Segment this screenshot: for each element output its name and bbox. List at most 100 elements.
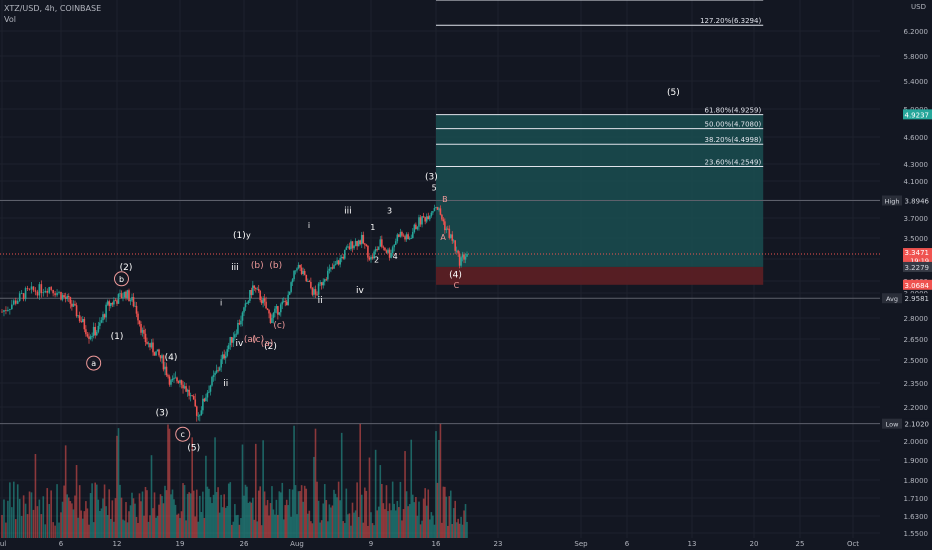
candle-body-60 bbox=[106, 301, 109, 305]
candle-body-119 bbox=[195, 406, 198, 416]
y-tick-label-18: 4.3000 bbox=[904, 161, 929, 169]
volume-bar-173 bbox=[277, 514, 279, 538]
candle-body-154 bbox=[249, 289, 251, 301]
candle-body-136 bbox=[221, 354, 224, 360]
candle-body-262 bbox=[413, 224, 416, 233]
volume-bar-134 bbox=[218, 512, 221, 538]
volume-bar-178 bbox=[284, 505, 287, 538]
volume-bar-186 bbox=[296, 514, 298, 538]
candle-body-284 bbox=[447, 228, 449, 230]
target-zone[interactable] bbox=[436, 114, 764, 267]
volume-bar-272 bbox=[429, 519, 431, 538]
volume-bar-198 bbox=[314, 428, 317, 538]
candle-body-50 bbox=[91, 335, 93, 337]
candle-body-211 bbox=[334, 264, 337, 266]
volume-bar-6 bbox=[13, 481, 15, 538]
candle-body-195 bbox=[310, 282, 312, 288]
candle-body-34 bbox=[66, 296, 69, 299]
position-zones bbox=[436, 114, 764, 285]
candle-body-57 bbox=[102, 314, 104, 321]
candle-body-264 bbox=[416, 226, 419, 230]
volume-bar-194 bbox=[308, 510, 311, 538]
volume-bar-271 bbox=[427, 489, 430, 538]
candle-body-73 bbox=[126, 290, 129, 298]
candle-body-250 bbox=[394, 241, 397, 245]
volume-bar-248 bbox=[391, 481, 394, 538]
candle-body-22 bbox=[44, 290, 47, 293]
volume-bar-46 bbox=[85, 501, 87, 538]
x-tick-label-4: 26 bbox=[240, 540, 249, 548]
candle-body-209 bbox=[331, 267, 334, 269]
low-price-tag-prefix-bg bbox=[882, 418, 902, 429]
candle-body-155 bbox=[250, 289, 253, 295]
candle-body-223 bbox=[353, 245, 355, 249]
candle-body-90 bbox=[152, 342, 154, 353]
avg-price-tag: 2.9581 bbox=[905, 295, 930, 303]
volume-bar-161 bbox=[259, 486, 261, 538]
candle-body-33 bbox=[64, 297, 67, 299]
candle-body-121 bbox=[199, 415, 201, 416]
candle-body-58 bbox=[103, 314, 106, 318]
volume-bar-185 bbox=[294, 485, 297, 538]
candle-body-290 bbox=[455, 250, 458, 252]
volume-bar-276 bbox=[435, 431, 437, 538]
candle-body-255 bbox=[402, 235, 405, 237]
volume-bar-277 bbox=[436, 482, 439, 538]
bar-countdown: 19:19 bbox=[910, 257, 929, 265]
y-tick-label-15: 3.7000 bbox=[904, 215, 929, 223]
candle-body-270 bbox=[425, 216, 428, 222]
volume-bar-60 bbox=[106, 515, 109, 538]
wave-label-21: iv bbox=[356, 286, 365, 296]
candle-body-84 bbox=[143, 329, 145, 334]
volume-bar-286 bbox=[449, 490, 452, 538]
volume-bar-70 bbox=[122, 519, 124, 538]
candle-body-109 bbox=[180, 380, 183, 385]
candle-body-267 bbox=[421, 216, 423, 225]
candle-body-38 bbox=[72, 303, 75, 307]
volume-bar-279 bbox=[439, 423, 442, 538]
candle-body-1 bbox=[3, 310, 5, 312]
currency-label: USD bbox=[911, 3, 926, 11]
candle-body-70 bbox=[122, 297, 124, 299]
last-price-tag: 3.3471 bbox=[905, 249, 930, 257]
candle-body-161 bbox=[259, 290, 261, 301]
candle-body-4 bbox=[9, 309, 11, 310]
candle-body-85 bbox=[144, 333, 147, 343]
volume-bar-34 bbox=[66, 494, 69, 538]
volume-bar-203 bbox=[322, 503, 325, 538]
fib-levels: 141.40%(6.5854)127.20%(6.3294)61.80%(4.9… bbox=[436, 0, 764, 168]
volume-bar-180 bbox=[287, 505, 289, 538]
volume-bar-218 bbox=[345, 488, 348, 538]
candle-body-240 bbox=[379, 239, 382, 247]
volume-bar-281 bbox=[442, 486, 445, 538]
volume-bar-291 bbox=[457, 518, 459, 538]
candle-body-55 bbox=[99, 322, 101, 326]
candle-body-225 bbox=[356, 241, 358, 247]
y-tick-label-7: 2.3500 bbox=[904, 380, 929, 388]
volume-bar-195 bbox=[310, 521, 312, 538]
volume-bar-158 bbox=[254, 443, 257, 538]
volume-bar-285 bbox=[448, 496, 451, 538]
volume-bar-293 bbox=[460, 516, 462, 538]
x-tick-label-8: 23 bbox=[494, 540, 503, 548]
volume-bar-35 bbox=[67, 497, 70, 538]
volume-bar-157 bbox=[253, 519, 256, 538]
volume-bar-21 bbox=[42, 496, 45, 538]
volume-bar-115 bbox=[189, 493, 192, 538]
stop-price-tag-bg bbox=[903, 279, 932, 290]
price-axis[interactable]: USD 1.5500 1.6300 1.7100 1.8000 1.9000 2.0000 2… bbox=[880, 0, 932, 550]
volume-bar-193 bbox=[306, 513, 309, 538]
volume-bar-261 bbox=[411, 494, 414, 538]
candle-body-203 bbox=[322, 281, 325, 286]
volume-bar-267 bbox=[421, 520, 423, 538]
volume-bar-38 bbox=[72, 509, 75, 538]
stop-zone[interactable] bbox=[436, 266, 764, 285]
candle-body-221 bbox=[350, 241, 352, 250]
volume-bar-119 bbox=[195, 489, 198, 538]
candle-body-100 bbox=[167, 375, 169, 377]
volume-bar-152 bbox=[246, 486, 248, 538]
volume-bar-49 bbox=[89, 493, 92, 538]
volume-bar-15 bbox=[30, 492, 33, 538]
